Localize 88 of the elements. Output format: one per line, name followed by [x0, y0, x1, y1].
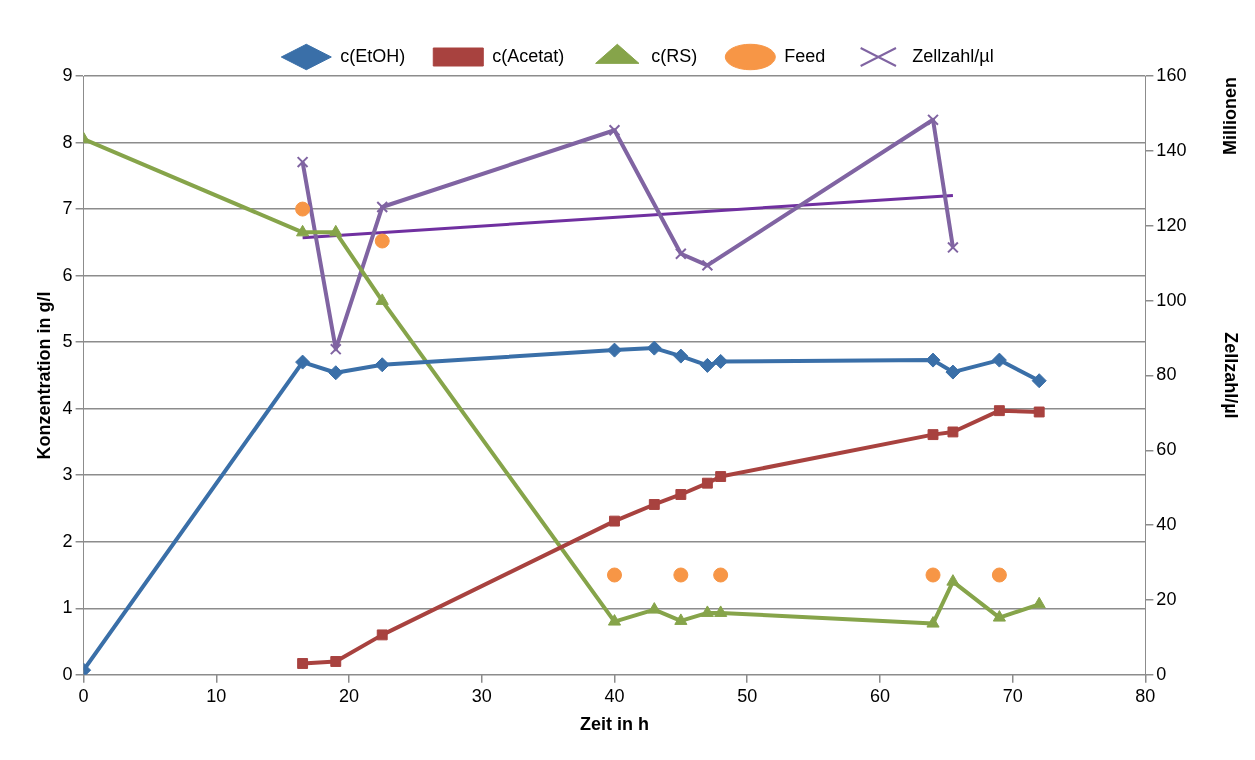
point: [295, 354, 311, 370]
point: [328, 365, 344, 381]
y2-tick-label: 40: [1156, 514, 1177, 535]
point: [925, 567, 941, 583]
point: [701, 477, 713, 489]
point: [715, 471, 727, 482]
point: [927, 113, 939, 126]
y2-axis-title: Zellzahl/µl: [1221, 332, 1242, 419]
y-axis-title: Konzentration in g/l: [33, 291, 54, 460]
x-tick-label: 80: [1135, 685, 1156, 706]
point: [329, 343, 342, 356]
x-tick-label: 50: [737, 685, 758, 706]
x-tick-label: 20: [339, 685, 360, 706]
point: [609, 515, 620, 527]
point: [329, 224, 343, 237]
x-tick-label: 60: [869, 685, 890, 706]
point: [675, 489, 687, 500]
legend-label: c(EtOH): [340, 45, 406, 66]
point: [330, 656, 342, 667]
point: [713, 567, 729, 583]
point: [925, 352, 941, 368]
y-tick-label: 5: [62, 331, 73, 352]
point: [927, 429, 939, 441]
y2-tick-label: 120: [1156, 214, 1187, 235]
x-tick-label: 30: [471, 685, 492, 706]
y-tick-label: 0: [62, 663, 73, 684]
y2-tick-label: 60: [1156, 439, 1177, 460]
point: [648, 499, 660, 510]
y2-tick-label: 140: [1156, 139, 1187, 160]
point: [699, 357, 715, 373]
legend-label: c(RS): [651, 45, 698, 66]
y-tick-label: 1: [62, 597, 73, 618]
y2-tick-label: 80: [1156, 364, 1177, 385]
point: [1033, 406, 1045, 418]
point: [992, 610, 1006, 622]
point: [296, 224, 310, 237]
legend-label: c(Acetat): [492, 45, 565, 66]
point: [926, 616, 940, 628]
y-tick-label: 4: [62, 397, 73, 418]
legend-label: Feed: [784, 45, 826, 66]
legend-label: Zellzahl/µl: [912, 45, 994, 66]
point: [673, 567, 689, 583]
x-axis-title: Zeit in h: [579, 714, 649, 735]
x-tick-label: 40: [604, 685, 625, 706]
point: [608, 124, 621, 137]
point: [607, 614, 622, 626]
point: [376, 201, 389, 213]
point: [946, 241, 959, 254]
y-tick-label: 8: [62, 131, 73, 152]
point: [674, 613, 688, 625]
point: [945, 364, 961, 380]
point: [714, 605, 728, 617]
point: [646, 340, 662, 356]
y2-tick-label: 160: [1156, 64, 1187, 85]
point: [674, 247, 687, 260]
point: [946, 574, 960, 586]
point: [991, 567, 1007, 583]
point: [993, 405, 1005, 417]
x-tick-label: 10: [206, 685, 227, 706]
point: [374, 357, 390, 373]
y-tick-label: 7: [62, 198, 73, 219]
point: [606, 342, 622, 358]
y2-tick-label: 100: [1156, 289, 1187, 310]
point: [296, 156, 309, 169]
point: [374, 233, 390, 249]
text: Millionen: [1219, 77, 1240, 155]
point: [297, 658, 309, 669]
y-tick-label: 6: [62, 264, 73, 285]
point: [947, 426, 959, 438]
y-tick-label: 9: [62, 64, 73, 85]
point: [700, 605, 714, 617]
point: [701, 259, 714, 272]
x-tick-label: 70: [1002, 685, 1023, 706]
point: [375, 293, 389, 305]
point: [295, 201, 311, 217]
y-tick-label: 3: [62, 464, 73, 485]
y2-tick-label: 20: [1156, 588, 1177, 609]
point: [1031, 373, 1047, 389]
y-tick-label: 2: [62, 530, 73, 551]
point: [606, 567, 622, 583]
point: [647, 602, 661, 614]
x-tick-label: 0: [78, 685, 89, 706]
point: [1032, 596, 1046, 609]
point: [991, 352, 1007, 368]
point: [376, 629, 388, 641]
point: [673, 348, 689, 364]
y2-tick-label: 0: [1156, 663, 1167, 684]
point: [713, 353, 729, 369]
